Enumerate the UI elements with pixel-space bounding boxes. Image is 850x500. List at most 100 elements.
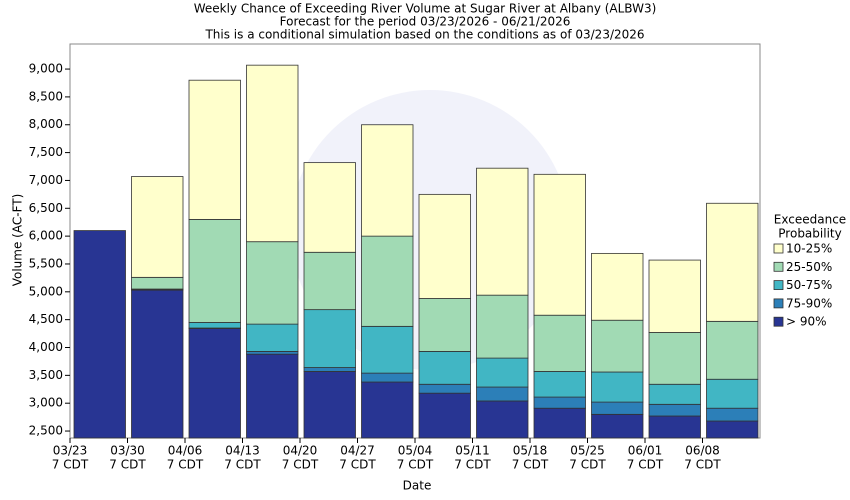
bar-segment: [418, 392, 471, 439]
x-tick-label: 7 CDT: [684, 458, 721, 472]
x-tick-label: 7 CDT: [282, 458, 319, 472]
x-tick-label: 7 CDT: [512, 458, 549, 472]
bar-segment: [361, 381, 414, 439]
bar-segment: [131, 276, 184, 290]
bar-segment: [706, 420, 759, 439]
x-tick-label: 04/06: [168, 444, 203, 458]
bar-segment: [648, 403, 701, 417]
legend-swatch: [773, 280, 784, 291]
bar-segment: [303, 162, 356, 253]
bar-segment: [648, 415, 701, 439]
x-tick-label: 04/20: [283, 444, 318, 458]
x-tick-label: 05/18: [513, 444, 548, 458]
bar-segment: [418, 351, 471, 385]
y-tick-label: 8,000: [29, 117, 63, 131]
y-tick-label: 7,500: [29, 145, 63, 159]
bar-segment: [188, 219, 241, 323]
y-tick-label: 8,500: [29, 89, 63, 103]
x-tick-label: 7 CDT: [109, 458, 146, 472]
x-tick-label: 7 CDT: [627, 458, 664, 472]
bar-segment: [476, 386, 529, 402]
bar-segment: [303, 367, 356, 372]
bar-segment: [706, 378, 759, 409]
bar-segment: [706, 320, 759, 380]
x-tick-label: 7 CDT: [339, 458, 376, 472]
bar-segment: [418, 193, 471, 299]
bar-segment: [533, 173, 586, 316]
legend-swatch: [773, 316, 784, 327]
bar-segment: [246, 353, 299, 439]
bar-segment: [188, 322, 241, 329]
x-tick-label: 7 CDT: [569, 458, 606, 472]
x-tick-label: 05/11: [455, 444, 490, 458]
bar-segment: [533, 314, 586, 372]
x-tick-label: 04/13: [225, 444, 260, 458]
bar-segment: [361, 325, 414, 374]
x-tick-label: 7 CDT: [224, 458, 261, 472]
bar-segment: [706, 407, 759, 422]
bar-segment: [303, 251, 356, 311]
bar-segment: [303, 309, 356, 368]
y-tick-label: 9,000: [29, 62, 63, 76]
bar-segment: [246, 241, 299, 325]
chart-subtitle: Forecast for the period 03/23/2026 - 06/…: [280, 15, 571, 29]
x-tick-label: 7 CDT: [397, 458, 434, 472]
y-tick-label: 6,000: [29, 229, 63, 243]
bar-segment: [246, 351, 299, 355]
x-tick-label: 7 CDT: [454, 458, 491, 472]
bar-segment: [246, 323, 299, 352]
bar-segment: [131, 176, 184, 278]
x-tick-label: 03/30: [110, 444, 145, 458]
y-tick-label: 4,000: [29, 340, 63, 354]
bar-segment: [648, 259, 701, 333]
legend-label: > 90%: [786, 315, 827, 329]
legend-title: Exceedance: [774, 213, 846, 227]
bar-segment: [188, 328, 241, 439]
bar-segment: [533, 371, 586, 398]
y-tick-label: 5,500: [29, 256, 63, 270]
bar-segment: [591, 371, 644, 403]
y-tick-label: 4,500: [29, 312, 63, 326]
bar-segment: [131, 289, 184, 439]
bar-segment: [303, 371, 356, 439]
bar-segment: [73, 230, 126, 439]
legend-label: 10-25%: [786, 242, 832, 256]
bar-segment: [591, 319, 644, 373]
bar-segment: [591, 252, 644, 321]
bar-segment: [418, 383, 471, 394]
x-tick-label: 7 CDT: [167, 458, 204, 472]
bar-segment: [476, 294, 529, 359]
bar-segment: [361, 372, 414, 383]
bar-segment: [361, 124, 414, 237]
legend-title: Probability: [778, 227, 841, 241]
legend-label: 25-50%: [786, 260, 832, 274]
bar-segment: [476, 400, 529, 439]
y-tick-label: 3,500: [29, 368, 63, 382]
chart-note: This is a conditional simulation based o…: [204, 28, 644, 42]
chart-title: Weekly Chance of Exceeding River Volume …: [194, 2, 657, 16]
bar-segment: [648, 383, 701, 405]
legend-label: 50-75%: [786, 278, 832, 292]
x-axis-label: Date: [403, 479, 432, 493]
bar-segment: [648, 332, 701, 385]
x-tick-label: 05/25: [570, 444, 605, 458]
y-tick-label: 5,000: [29, 284, 63, 298]
bar-segment: [418, 298, 471, 352]
legend-swatch: [773, 298, 784, 309]
x-tick-label: 04/27: [340, 444, 375, 458]
bar-segment: [188, 79, 241, 220]
bar-segment: [246, 64, 299, 243]
bar-segment: [533, 396, 586, 409]
y-tick-label: 2,500: [29, 424, 63, 438]
y-tick-label: 3,000: [29, 396, 63, 410]
x-tick-label: 03/23: [53, 444, 88, 458]
bar-segment: [706, 202, 759, 322]
bar-segment: [476, 357, 529, 388]
legend-swatch: [773, 243, 784, 254]
legend-swatch: [773, 261, 784, 272]
x-tick-label: 06/08: [685, 444, 720, 458]
legend-label: 75-90%: [786, 296, 832, 310]
bar-segment: [533, 407, 586, 439]
bar-segment: [591, 413, 644, 439]
